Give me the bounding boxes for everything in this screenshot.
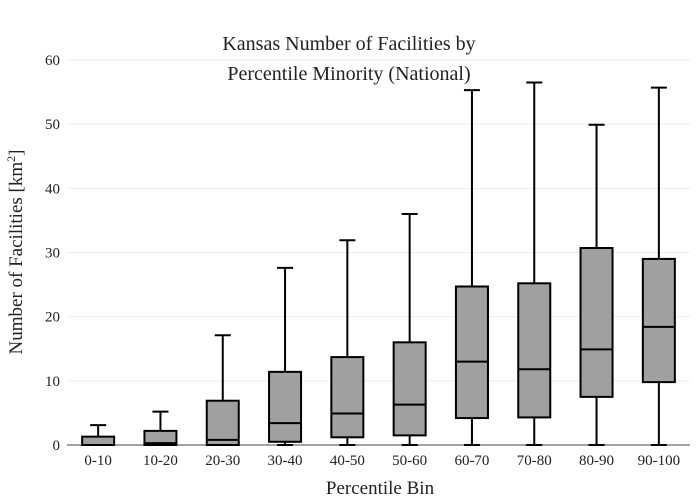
x-tick-label: 0-10 [84, 453, 112, 469]
box-90-100 [641, 86, 676, 446]
box-40-50 [330, 239, 365, 446]
y-axis-label-unit-base: km [6, 162, 27, 187]
y-axis-label-unit-close: ] [6, 150, 27, 156]
iqr-box [517, 282, 552, 419]
iqr-box [268, 370, 303, 443]
x-tick-label: 40-50 [330, 453, 365, 469]
x-tick-label: 30-40 [268, 453, 303, 469]
box-20-30 [205, 334, 240, 447]
y-tick-label: 10 [45, 374, 60, 390]
box-30-40 [268, 266, 303, 446]
x-tick-label: 80-90 [579, 453, 614, 469]
iqr-box [205, 399, 240, 447]
chart-title-line-1: Kansas Number of Facilities by [222, 33, 475, 55]
y-axis-label-unit-exp: 2 [4, 156, 18, 162]
x-tick-label: 20-30 [205, 453, 240, 469]
box-10-20 [143, 410, 178, 446]
box-70-80 [517, 81, 552, 446]
x-tick-label: 90-100 [638, 453, 681, 469]
box-80-90 [579, 123, 614, 446]
plot-area [81, 81, 676, 447]
y-tick-label: 0 [53, 438, 61, 454]
y-axis-label-unit-open: [ [6, 186, 27, 197]
chart-title-line-2: Percentile Minority (National) [227, 63, 470, 85]
x-axis-label: Percentile Bin [326, 478, 435, 499]
y-tick-label: 40 [45, 181, 60, 197]
x-tick-label: 10-20 [143, 453, 178, 469]
iqr-box [641, 257, 676, 384]
iqr-box [143, 429, 178, 446]
box-60-70 [454, 89, 489, 446]
y-axis-label-text: Number of Facilities [6, 197, 27, 354]
y-axis-label: Number of Facilities [km2] [4, 150, 27, 355]
box-0-10 [81, 424, 116, 446]
y-tick-label: 60 [45, 53, 60, 69]
y-tick-label: 20 [45, 310, 60, 326]
tick-labels: 0 10 20 30 40 50 60 0-10 10-20 20-30 30-40 40-50 50-… [45, 53, 680, 469]
x-tick-label: 50-60 [392, 453, 427, 469]
y-tick-label: 50 [45, 117, 60, 133]
x-tick-label: 70-80 [517, 453, 552, 469]
x-tick-label: 60-70 [454, 453, 489, 469]
iqr-box [81, 435, 116, 446]
iqr-box [579, 247, 614, 398]
iqr-box [330, 356, 365, 439]
iqr-box [392, 341, 427, 437]
box-50-60 [392, 213, 427, 446]
iqr-box [454, 285, 489, 420]
y-tick-label: 30 [45, 246, 60, 262]
